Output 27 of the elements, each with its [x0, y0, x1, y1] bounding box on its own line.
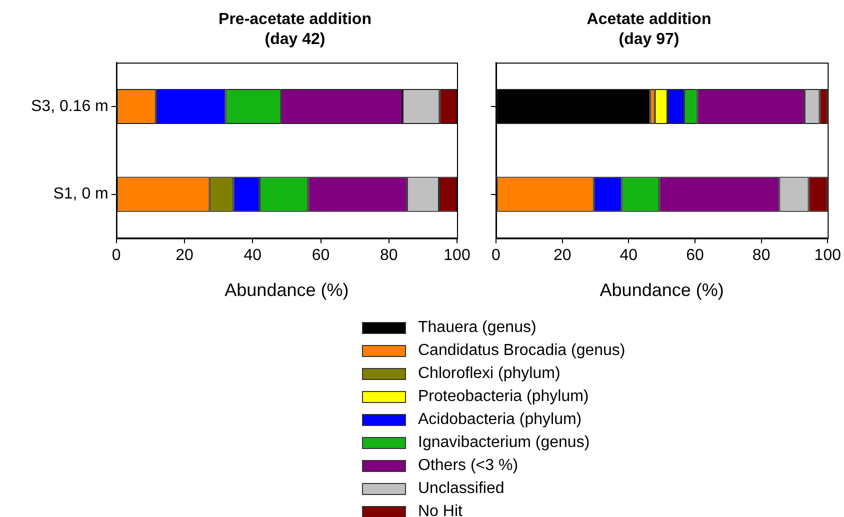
x-tick-label: 40	[244, 247, 262, 264]
x-tick-label: 100	[444, 247, 470, 264]
x-axis-title: Abundance (%)	[600, 280, 724, 300]
legend-label: Candidatus Brocadia (genus)	[418, 342, 626, 360]
legend-label: Unclassified	[418, 480, 504, 498]
y-tick-label: S1, 0 m	[53, 186, 108, 203]
chart-title: Acetate addition (day 97)	[586, 10, 712, 50]
x-axis-title: Abundance (%)	[224, 280, 349, 300]
legend-label: Ignavibacterium (genus)	[418, 434, 590, 452]
legend-label: Chloroflexi (phylum)	[418, 364, 560, 382]
x-tick-label: 100	[814, 247, 842, 264]
y-tick-label: S3, 0.16 m	[31, 98, 108, 115]
x-tick-label: 80	[380, 247, 398, 264]
legend-label: Thauera (genus)	[418, 318, 536, 336]
x-tick-label: 20	[553, 247, 572, 264]
x-tick-label: 60	[312, 247, 330, 264]
legend-label: Acidobacteria (phylum)	[418, 410, 582, 428]
x-tick-label: 20	[176, 247, 194, 264]
x-tick-label: 60	[686, 247, 704, 264]
legend-label: No Hit	[418, 502, 462, 517]
x-tick-label: 40	[620, 247, 638, 264]
legend-label: Others (<3 %)	[418, 456, 518, 474]
chart-title: Pre-acetate addition (day 42)	[218, 10, 372, 50]
x-tick-label: 80	[752, 247, 770, 264]
legend-label: Proteobacteria (phylum)	[418, 388, 589, 406]
x-tick-label: 0	[492, 247, 501, 264]
x-tick-label: 0	[112, 247, 121, 264]
